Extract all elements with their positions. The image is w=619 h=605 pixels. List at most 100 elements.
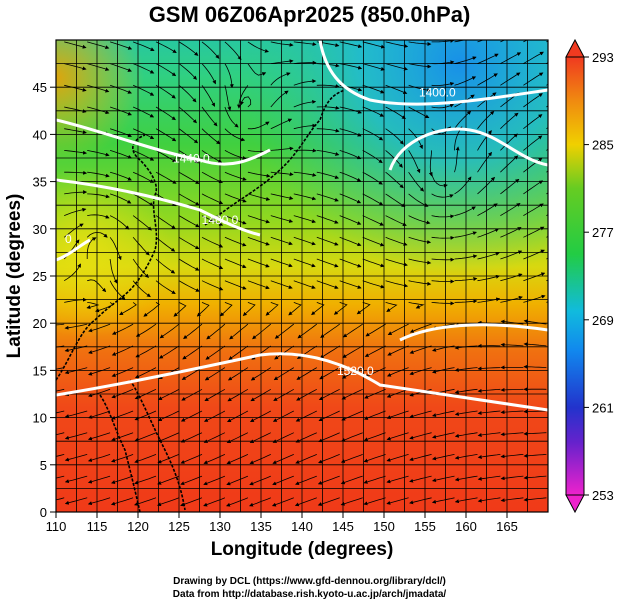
y-tick-label: 5 — [40, 458, 47, 473]
wind-streamline — [247, 63, 267, 76]
wind-streamline — [87, 454, 111, 462]
wind-streamline — [523, 475, 547, 480]
wind-streamline — [477, 73, 498, 86]
wind-streamline — [87, 150, 110, 157]
wind-streamline — [226, 410, 249, 422]
wind-streamline — [546, 83, 548, 86]
wind-streamline — [87, 63, 110, 71]
x-tick-label: 135 — [250, 519, 272, 534]
y-tick-label: 0 — [40, 505, 47, 520]
wind-streamline — [454, 454, 478, 460]
contour-1440 — [56, 118, 271, 166]
wind-streamline — [64, 190, 88, 195]
wind-streamline — [385, 63, 408, 71]
x-tick-label: 115 — [87, 519, 108, 534]
wind-streamline — [88, 345, 111, 354]
wind-streamline — [178, 193, 200, 206]
wind-streamline — [224, 215, 247, 225]
wind-streamline — [408, 41, 432, 47]
colorbar-max-triangle — [565, 38, 585, 58]
wind-streamline — [111, 432, 134, 442]
wind-streamline — [387, 345, 409, 356]
wind-streamline — [272, 475, 294, 486]
y-tick-label: 45 — [33, 80, 47, 95]
wind-streamline — [316, 128, 340, 133]
wind-streamline — [477, 203, 498, 216]
wind-streamline — [296, 367, 317, 380]
y-tick-label: 15 — [33, 363, 47, 378]
wind-streamline — [500, 273, 523, 282]
wind-streamline — [56, 432, 65, 436]
wind-streamline — [135, 323, 157, 337]
wind-streamline — [523, 203, 544, 216]
colorbar-tick-label: 269 — [592, 313, 614, 328]
wind-streamline — [500, 133, 518, 151]
wind-streamline — [428, 150, 433, 177]
wind-streamline — [386, 497, 409, 505]
wind-streamline — [386, 388, 409, 398]
japan-coastline — [204, 89, 346, 226]
colorbar-tick-label: 253 — [592, 488, 614, 503]
wind-streamline — [132, 41, 155, 51]
wind-streamline — [224, 258, 247, 269]
wind-streamline — [296, 388, 317, 401]
wind-streamline — [454, 206, 476, 216]
wind-streamline — [224, 171, 247, 181]
wind-streamline — [159, 323, 180, 339]
wind-streamline — [272, 432, 294, 443]
contour-south-east — [399, 323, 548, 342]
wind-streamline — [454, 367, 478, 372]
wind-streamline — [226, 454, 249, 465]
y-tick-label: 25 — [33, 269, 47, 284]
colorbar-tick-label: 293 — [592, 50, 614, 65]
x-tick-label: 125 — [168, 519, 190, 534]
wind-streamline — [132, 171, 155, 183]
wind-streamline — [546, 192, 548, 195]
wind-streamline — [87, 475, 111, 484]
wind-streamline — [431, 81, 455, 86]
wind-streamline — [431, 497, 455, 504]
wind-streamline — [56, 367, 65, 370]
wind-streamline — [293, 99, 317, 108]
wind-streamline — [523, 272, 546, 282]
wind-streamline — [88, 388, 111, 398]
wind-streamline — [477, 130, 492, 151]
wind-streamline — [180, 410, 203, 422]
wind-streamline — [56, 475, 65, 479]
wind-streamline — [341, 432, 363, 442]
wind-streamline — [454, 497, 478, 504]
wind-streamline — [432, 410, 455, 417]
contour-1480 — [56, 178, 261, 237]
wind-streamline — [109, 128, 132, 138]
wind-streamline — [408, 150, 421, 174]
wind-streamline — [546, 40, 548, 43]
wind-streamline — [342, 345, 363, 358]
wind-streamline — [477, 366, 501, 371]
wind-streamline — [454, 40, 466, 43]
wind-streamline — [155, 215, 176, 229]
wind-streamline — [109, 258, 118, 284]
wind-streamline — [316, 193, 339, 202]
wind-streamline — [364, 345, 386, 357]
wind-streamline — [271, 497, 294, 507]
wind-streamline — [181, 367, 203, 380]
wind-streamline — [477, 40, 485, 43]
y-axis-title: Latitude (degrees) — [4, 194, 25, 359]
credit-drawing: Drawing by DCL (https://www.gfd-dennou.o… — [173, 576, 446, 587]
wind-streamline — [454, 254, 478, 260]
contour-1520 — [56, 352, 548, 412]
wind-streamline — [341, 367, 363, 379]
contour-1400 — [318, 40, 548, 106]
wind-streamline — [523, 72, 544, 86]
wind-streamline — [132, 215, 152, 231]
wind-streamline — [158, 345, 180, 359]
wind-streamline — [240, 96, 252, 108]
wind-streamline — [201, 150, 223, 163]
wind-streamline — [182, 345, 203, 360]
wind-streamline — [320, 323, 340, 338]
colorbar-tick-label: 277 — [592, 225, 614, 240]
wind-streamline — [109, 193, 132, 204]
contour-label: 1400.0 — [419, 86, 456, 100]
wind-streamline — [109, 63, 132, 72]
wind-streamline — [143, 302, 160, 317]
